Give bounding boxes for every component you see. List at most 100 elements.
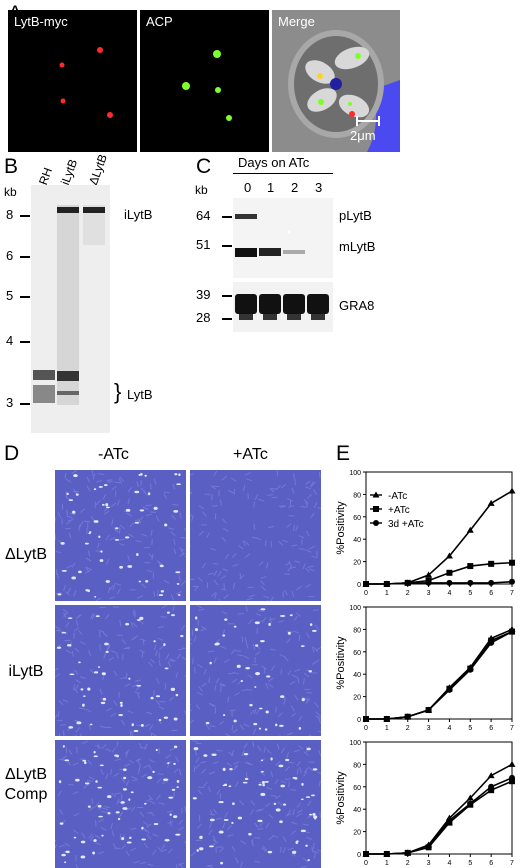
- cell-texture: [277, 801, 283, 807]
- cell-texture: [240, 840, 246, 845]
- cell-texture: [66, 515, 73, 519]
- cell-texture: [286, 732, 293, 736]
- cell-texture: [226, 825, 232, 831]
- plaque: [144, 802, 147, 805]
- cell-texture: [205, 724, 211, 730]
- cell-texture: [208, 650, 215, 653]
- plaque: [211, 753, 217, 756]
- cell-texture: [94, 842, 101, 846]
- cell-texture: [142, 506, 149, 511]
- cell-texture: [151, 539, 153, 546]
- plaque: [69, 673, 75, 676]
- cell-texture: [200, 627, 206, 632]
- cell-texture: [288, 781, 290, 788]
- cell-texture: [139, 649, 145, 654]
- cell-texture: [198, 505, 205, 510]
- cell-texture: [162, 780, 168, 785]
- cell-texture: [268, 618, 276, 620]
- cell-texture: [144, 723, 151, 727]
- cell-texture: [73, 626, 80, 632]
- cell-texture: [302, 563, 306, 570]
- plaque: [282, 803, 287, 806]
- cell-texture: [111, 747, 116, 753]
- panel-label-c: C: [196, 155, 212, 178]
- cell-texture: [192, 657, 194, 664]
- plaque-tile-ilytb-plus: [190, 605, 321, 736]
- cell-texture: [267, 599, 269, 601]
- plaque-tile-dlytb-minus: [55, 470, 186, 601]
- cell-texture: [298, 745, 304, 750]
- cell-texture: [105, 773, 109, 780]
- cell-texture: [246, 478, 253, 482]
- cell-texture: [214, 592, 217, 599]
- cell-texture: [254, 860, 261, 863]
- cell-texture: [116, 798, 120, 805]
- cell-texture: [244, 472, 251, 476]
- plaque: [155, 748, 158, 752]
- cell-texture: [110, 502, 117, 508]
- plaque: [280, 615, 286, 618]
- cell-texture: [221, 518, 227, 524]
- cell-texture: [178, 863, 184, 868]
- cell-texture: [244, 761, 251, 766]
- cell-texture: [212, 761, 219, 765]
- cell-texture: [130, 621, 134, 628]
- plaque: [98, 815, 103, 818]
- cell-texture: [268, 525, 275, 529]
- plaque: [237, 816, 243, 820]
- plaque: [129, 836, 132, 839]
- cell-texture: [132, 609, 135, 616]
- plaque: [176, 582, 180, 585]
- cell-texture: [271, 665, 275, 671]
- cell-texture: [269, 617, 272, 624]
- cell-texture: [134, 679, 141, 682]
- cell-texture: [88, 649, 92, 656]
- cell-texture: [227, 696, 230, 703]
- cell-texture: [306, 836, 313, 840]
- cell-texture: [268, 683, 274, 688]
- cell-texture: [163, 493, 168, 499]
- row-label-dlytb-comp: ΔLytB Comp: [4, 766, 48, 803]
- cell-texture: [293, 749, 300, 753]
- band-label-plytb: pLytB: [339, 208, 372, 223]
- cell-texture: [204, 493, 211, 496]
- cell-texture: [142, 821, 149, 826]
- plaque: [126, 841, 132, 844]
- plaque: [117, 817, 121, 821]
- cell-texture: [288, 505, 295, 508]
- cell-texture: [94, 834, 101, 839]
- plaque: [122, 788, 127, 791]
- cell-texture: [178, 819, 184, 825]
- plaque: [215, 642, 220, 645]
- cell-texture: [231, 553, 237, 559]
- plaque: [89, 723, 93, 726]
- band-label-lytb: LytB: [127, 387, 153, 402]
- plaque: [66, 643, 72, 647]
- plaque: [73, 836, 77, 839]
- cell-texture: [222, 822, 226, 829]
- plaque: [257, 819, 263, 823]
- cell-texture: [67, 587, 72, 594]
- plot-frame-2: [365, 606, 513, 720]
- ladder-tick-5: [20, 296, 30, 298]
- cell-texture: [222, 629, 226, 636]
- point-circle: [404, 849, 411, 856]
- cell-texture: [254, 822, 259, 829]
- x-tick-label-3: 7: [510, 860, 514, 867]
- cell-texture: [167, 661, 171, 668]
- plaque: [266, 675, 271, 678]
- cell-texture: [239, 800, 245, 806]
- cell-texture: [180, 549, 185, 556]
- micrograph-title-lytb-myc: LytB-myc: [14, 14, 68, 29]
- point-circle: [383, 851, 390, 857]
- cell-texture: [244, 540, 250, 546]
- plaque: [171, 788, 176, 791]
- cell-texture: [159, 645, 165, 650]
- cell-texture: [175, 756, 179, 762]
- plaque: [71, 576, 76, 580]
- cell-texture: [301, 696, 308, 701]
- cell-texture: [55, 844, 58, 850]
- cell-texture: [89, 668, 95, 674]
- cell-texture: [102, 807, 109, 811]
- cell-texture: [180, 536, 186, 539]
